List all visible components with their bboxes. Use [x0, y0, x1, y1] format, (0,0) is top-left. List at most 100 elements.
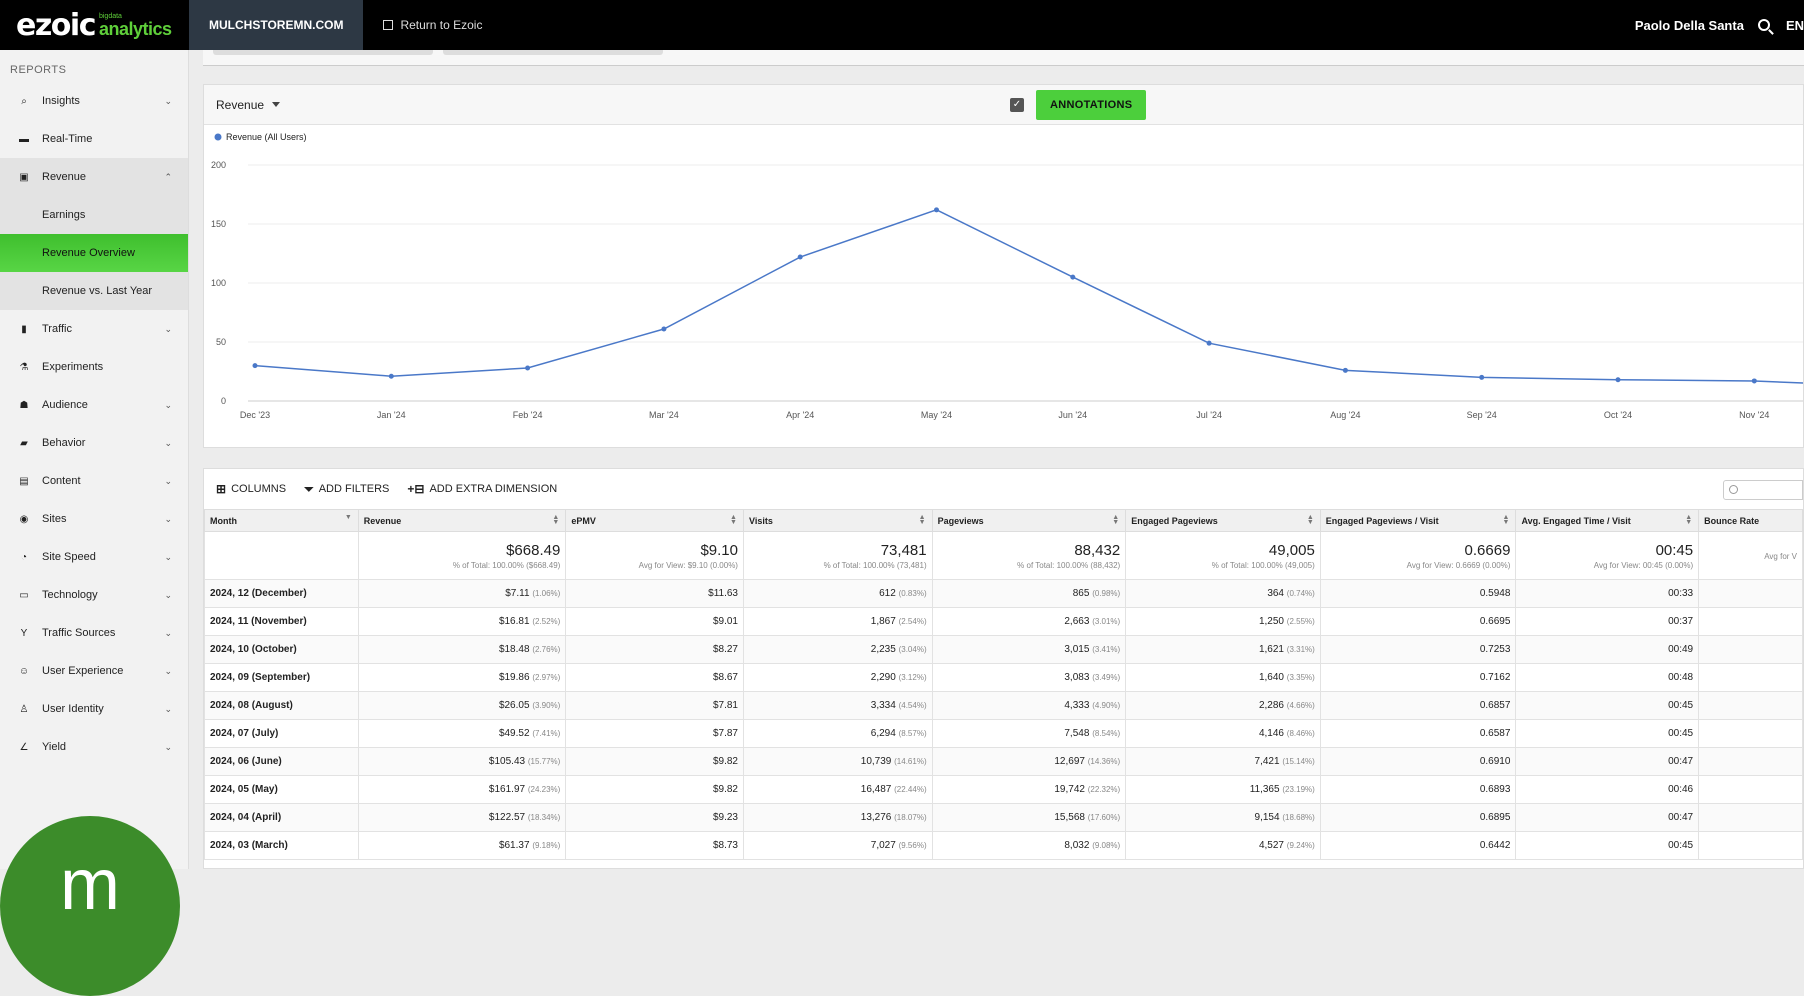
- chevron-down-icon: ⌄: [164, 475, 172, 486]
- value-cell: 00:37: [1515, 607, 1700, 636]
- sidebar-item-revenue[interactable]: ▣ Revenue ⌃: [0, 158, 188, 196]
- sidebar-item-label: Real-Time: [42, 133, 93, 145]
- sidebar-item-traffic[interactable]: ▮ Traffic ⌄: [0, 310, 188, 348]
- percent-of-total: (14.36%): [1087, 757, 1121, 766]
- search-icon: ⌕: [21, 95, 27, 107]
- value-cell: 3,015 (3.41%): [931, 635, 1127, 664]
- sidebar-item-insights[interactable]: ⌕ Insights ⌄: [0, 82, 188, 120]
- total-subtext: % of Total: 100.00% (88,432): [1017, 560, 1121, 570]
- percent-of-total: (7.41%): [532, 729, 561, 738]
- table-row[interactable]: 2024, 03 (March) $61.37 (9.18%) $8.73 7,027…: [204, 831, 1803, 860]
- sidebar-item-behavior[interactable]: ▰ Behavior ⌄: [0, 424, 188, 462]
- add-filters-button[interactable]: ⏷ ADD FILTERS: [304, 482, 389, 497]
- annotations-button[interactable]: ANNOTATIONS: [1036, 90, 1147, 120]
- column-header[interactable]: ePMV ▲ ▼: [565, 509, 744, 532]
- column-header[interactable]: Engaged Pageviews / Visit ▲ ▼: [1319, 509, 1517, 532]
- percent-of-total: (0.83%): [898, 589, 927, 598]
- add-dimension-button[interactable]: +⊟ ADD EXTRA DIMENSION: [407, 482, 557, 496]
- site-selector[interactable]: MULCHSTOREMN.COM: [189, 0, 364, 50]
- sidebar-item-yield[interactable]: ∠ Yield ⌄: [0, 728, 188, 766]
- sidebar-subitem-revenue-vs-last-year[interactable]: Revenue vs. Last Year: [0, 272, 188, 310]
- table-row[interactable]: 2024, 06 (June) $105.43 (15.77%) $9.82 10,7…: [204, 747, 1803, 776]
- table-row[interactable]: 2024, 12 (December) $7.11 (1.06%) $11.63 61…: [204, 579, 1803, 608]
- value-cell: [1698, 663, 1803, 692]
- column-header[interactable]: Bounce Rate: [1698, 509, 1803, 532]
- cell-value: 4,527: [1258, 840, 1284, 851]
- cell-value: $16.81: [498, 616, 530, 627]
- cell-value: $161.97: [488, 784, 526, 795]
- value-cell: 0.5948: [1319, 579, 1517, 608]
- sidebar-item-audience[interactable]: ☗ Audience ⌄: [0, 386, 188, 424]
- table-row[interactable]: 2024, 05 (May) $161.97 (24.23%) $9.82 16,48…: [204, 775, 1803, 804]
- sidebar-nav: ⌕ Insights ⌄ ▬ Real-Time ▣ Revenue ⌃ Earnings Rev…: [0, 82, 188, 766]
- sidebar-item-real-time[interactable]: ▬ Real-Time: [0, 120, 188, 158]
- value-cell: 19,742 (22.32%): [931, 775, 1127, 804]
- x-tick-label: Jan '24: [377, 410, 406, 420]
- compare-range-input[interactable]: [443, 50, 663, 55]
- cell-value: $7.87: [712, 728, 738, 739]
- value-cell: $8.67: [565, 663, 744, 692]
- sidebar-subitem-revenue-overview[interactable]: Revenue Overview: [0, 234, 188, 272]
- value-cell: $16.81 (2.52%): [357, 607, 567, 636]
- sidebar-item-user-experience[interactable]: ☺ User Experience ⌄: [0, 652, 188, 690]
- ezoic-logo[interactable]: ezoic bigdata analytics: [0, 0, 189, 50]
- annotations-checkbox[interactable]: ✓: [1010, 98, 1024, 112]
- sidebar-item-experiments[interactable]: ⚗ Experiments: [0, 348, 188, 386]
- column-header[interactable]: Engaged Pageviews ▲ ▼: [1125, 509, 1321, 532]
- value-cell: 9,154 (18.68%): [1125, 803, 1321, 832]
- value-cell: $49.52 (7.41%): [357, 719, 567, 748]
- value-cell: 13,276 (18.07%): [742, 803, 933, 832]
- sidebar-subitem-earnings[interactable]: Earnings: [0, 196, 188, 234]
- value-cell: 6,294 (8.57%): [742, 719, 933, 748]
- month-cell: 2024, 09 (September): [204, 663, 359, 692]
- return-to-ezoic-link[interactable]: Return to Ezoic: [383, 18, 482, 32]
- totals-cell: $668.49% of Total: 100.00% ($668.49): [357, 531, 567, 580]
- table-row[interactable]: 2024, 04 (April) $122.57 (18.34%) $9.23 13,…: [204, 803, 1803, 832]
- date-range-input[interactable]: [213, 50, 433, 55]
- total-subtext: % of Total: 100.00% ($668.49): [452, 560, 561, 570]
- table-row[interactable]: 2024, 07 (July) $49.52 (7.41%) $7.87 6,294 …: [204, 719, 1803, 748]
- avatar[interactable]: m: [0, 816, 180, 996]
- table-row[interactable]: 2024, 09 (September) $19.86 (2.97%) $8.67 2…: [204, 663, 1803, 692]
- data-table-panel: ⊞ COLUMNS ⏷ ADD FILTERS +⊟ ADD EXTRA DIM…: [203, 468, 1804, 869]
- column-header[interactable]: Month ▼: [204, 509, 359, 532]
- sidebar-item-technology[interactable]: ▭ Technology ⌄: [0, 576, 188, 614]
- data-point: [1751, 378, 1757, 384]
- column-header[interactable]: Revenue ▲ ▼: [357, 509, 567, 532]
- columns-button[interactable]: ⊞ COLUMNS: [216, 482, 286, 496]
- cell-value: $7.11: [505, 588, 530, 599]
- table-row[interactable]: 2024, 11 (November) $16.81 (2.52%) $9.01 1,…: [204, 607, 1803, 636]
- cell-value: 2,286: [1258, 700, 1284, 711]
- chevron-down-icon: ⌄: [164, 589, 172, 600]
- sidebar-item-traffic-sources[interactable]: Y Traffic Sources ⌄: [0, 614, 188, 652]
- column-header[interactable]: Avg. Engaged Time / Visit ▲ ▼: [1515, 509, 1700, 532]
- user-name[interactable]: Paolo Della Santa: [1634, 17, 1744, 33]
- total-value: 88,432: [1074, 541, 1121, 559]
- column-header[interactable]: Pageviews ▲ ▼: [931, 509, 1127, 532]
- language-selector[interactable]: EN: [1785, 17, 1804, 33]
- smiley-icon: ☺: [18, 665, 30, 677]
- sidebar-item-user-identity[interactable]: ♙ User Identity ⌄: [0, 690, 188, 728]
- search-icon[interactable]: [1757, 19, 1770, 31]
- percent-of-total: (3.04%): [898, 645, 927, 654]
- column-header[interactable]: Visits ▲ ▼: [742, 509, 933, 532]
- cell-value: 2024, 09 (September): [210, 672, 311, 683]
- cell-value: 8,032: [1064, 840, 1090, 851]
- table-row[interactable]: 2024, 10 (October) $18.48 (2.76%) $8.27 2,2…: [204, 635, 1803, 664]
- y-tick-label: 150: [211, 219, 226, 229]
- table-search-input[interactable]: [1723, 480, 1803, 500]
- cell-value: $61.37: [498, 840, 530, 851]
- metric-dropdown[interactable]: Revenue: [216, 98, 281, 112]
- sidebar-item-content[interactable]: ▤ Content ⌄: [0, 462, 188, 500]
- sidebar-item-sites[interactable]: ◉ Sites ⌄: [0, 500, 188, 538]
- cell-value: 612: [879, 588, 896, 599]
- sidebar-item-site-speed[interactable]: ◔ Site Speed ⌄: [0, 538, 188, 576]
- cell-value: 2,290: [870, 672, 896, 683]
- total-subtext: % of Total: 100.00% (73,481): [823, 560, 927, 570]
- value-cell: 1,621 (3.31%): [1125, 635, 1321, 664]
- percent-of-total: (3.31%): [1286, 645, 1315, 654]
- value-cell: [1698, 719, 1803, 748]
- value-cell: 612 (0.83%): [742, 579, 933, 608]
- cell-value: 00:48: [1668, 672, 1694, 683]
- table-row[interactable]: 2024, 08 (August) $26.05 (3.90%) $7.81 3,33…: [204, 691, 1803, 720]
